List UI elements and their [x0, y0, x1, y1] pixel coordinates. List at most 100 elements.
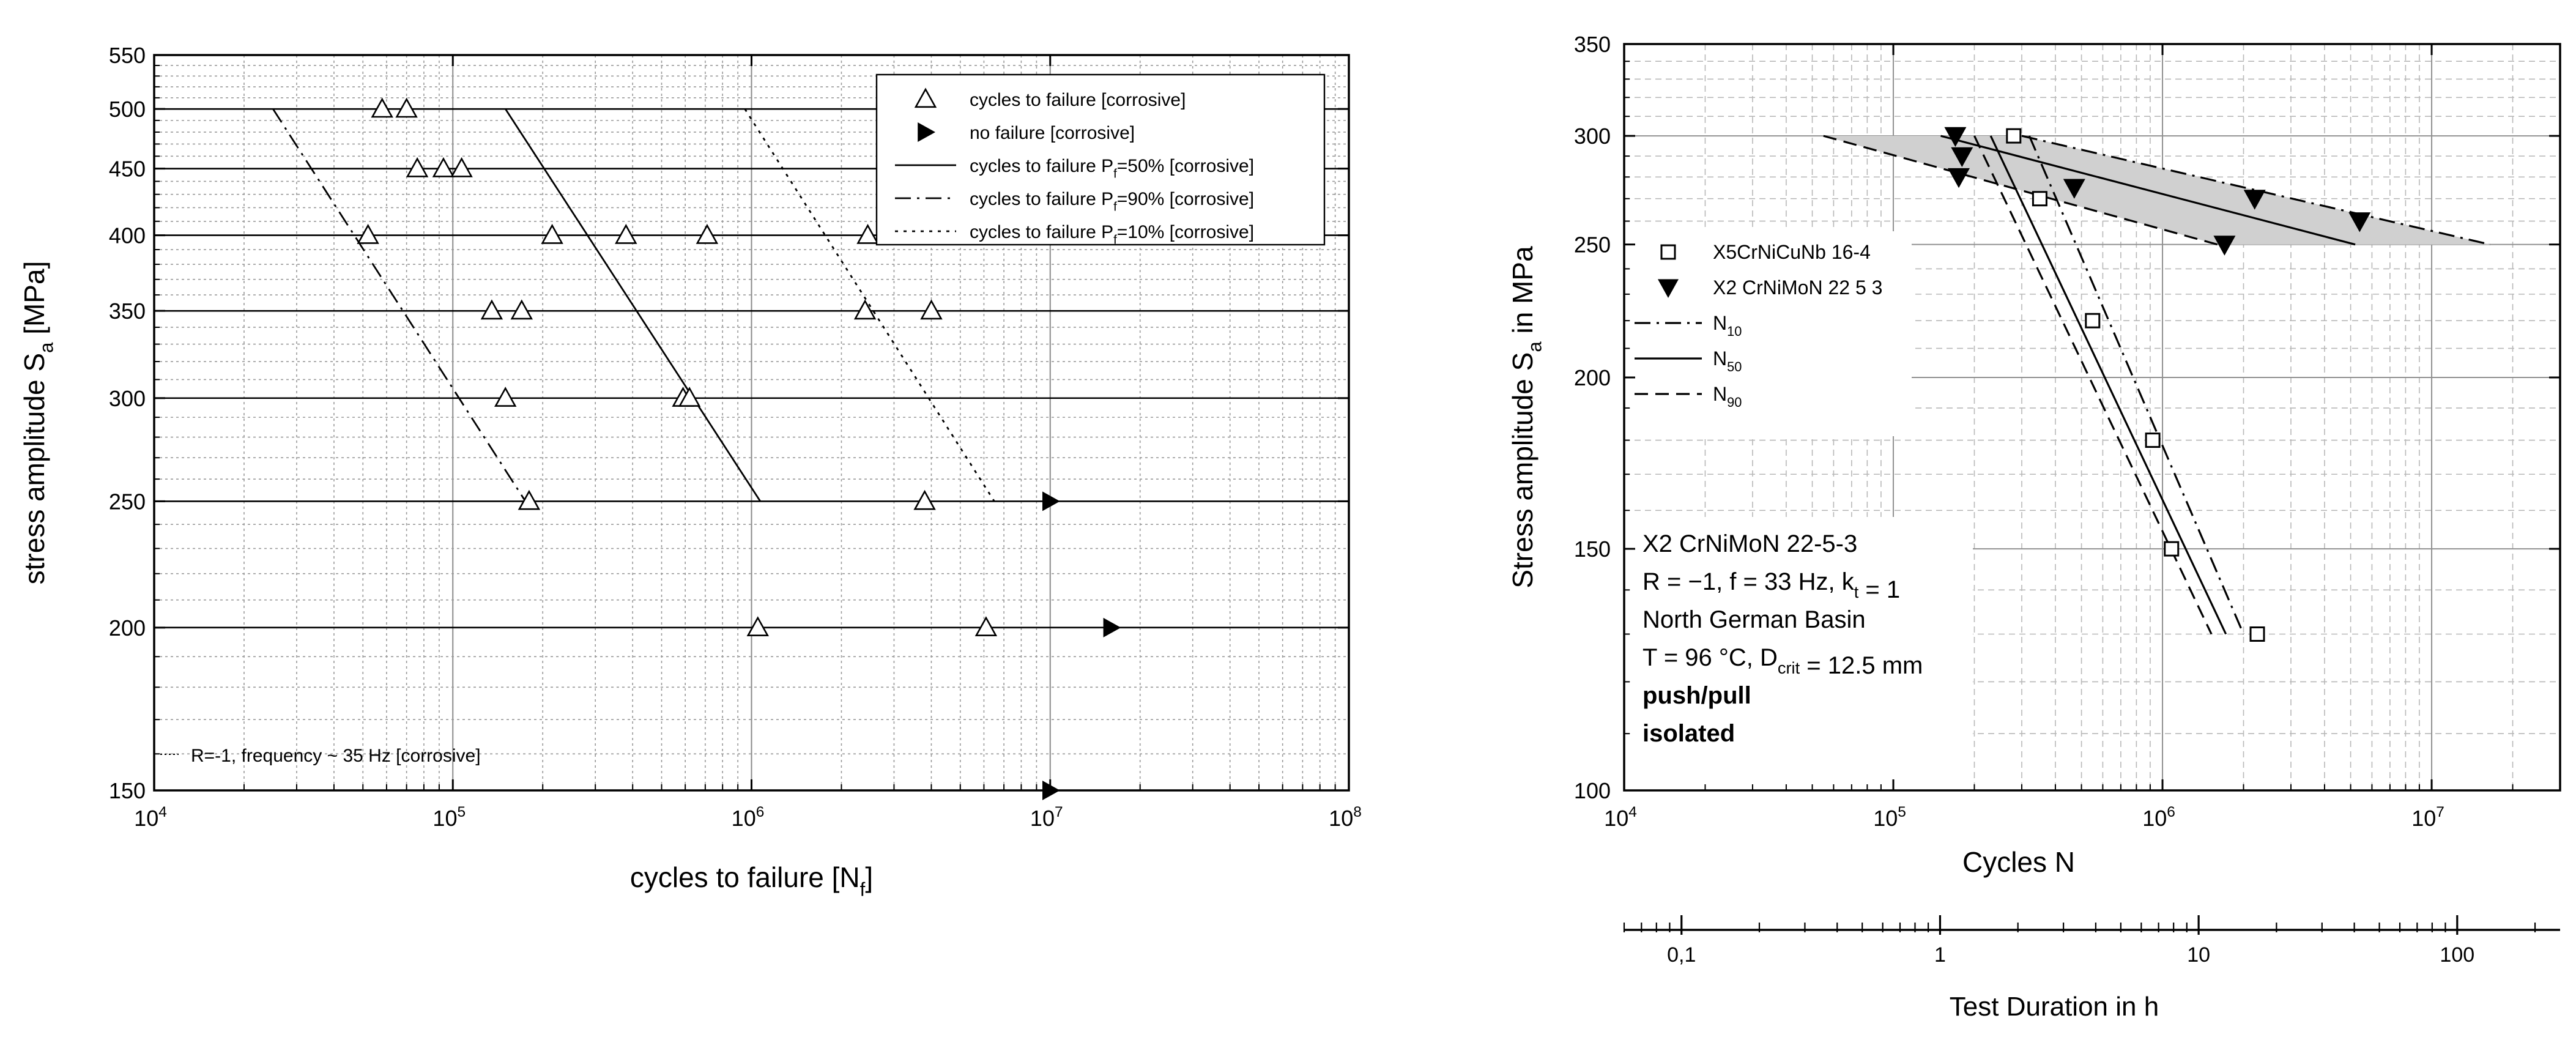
x2-marker [1951, 147, 1973, 168]
legend: cycles to failure [corrosive] no failure … [875, 73, 1326, 247]
x-axis-title: Cycles N [1962, 846, 2075, 878]
failure-marker [494, 387, 517, 407]
y-tick-label: 450 [109, 157, 146, 182]
y-tick-label: 100 [1574, 778, 1611, 803]
y-tick-label: 250 [109, 489, 146, 514]
y-tick-label: 300 [109, 386, 146, 411]
y-tick-label: 200 [1574, 365, 1611, 390]
y-axis-title: stress amplitude Sa [MPa] [18, 261, 58, 585]
fit-line-dashed [1823, 135, 2218, 246]
legend-swatch [1658, 279, 1679, 298]
failure-marker [615, 223, 637, 244]
legend-swatch [918, 122, 935, 142]
x-axis-title: cycles to failure [Nf] [630, 861, 873, 901]
legend-swatch [1660, 244, 1676, 260]
y-axis-title: Stress amplitude Sa in MPa [1507, 246, 1546, 589]
failure-marker [974, 616, 998, 636]
failure-marker [920, 299, 943, 320]
y-tick-label: 500 [109, 97, 146, 122]
legend-label: cycles to failure [corrosive] [970, 90, 1186, 110]
legend-label: N10 [1713, 312, 1742, 339]
legend-box [1630, 231, 1912, 436]
failure-marker [357, 223, 379, 244]
legend-box [875, 73, 1326, 246]
x-tick-label: 108 [1329, 804, 1362, 831]
x-tick-label: 106 [732, 804, 765, 831]
legend-label: cycles to failure Pf=90% [corrosive] [970, 189, 1254, 214]
failure-marker [395, 97, 418, 118]
x-tick-label: 105 [1873, 804, 1906, 831]
failure-marker [856, 223, 879, 244]
y-tick-label: 150 [1574, 537, 1611, 562]
legend: X5CrNiCuNb 16-4 X2 CrNiMoN 22 5 3 N10 N50 N9… [1630, 231, 1912, 436]
runout-marker [1042, 491, 1060, 511]
legend-label: N50 [1713, 347, 1742, 374]
y-tick-label: 550 [109, 43, 146, 68]
y-tick-label: 400 [109, 223, 146, 248]
failure-marker [678, 387, 701, 407]
x2-marker [2213, 236, 2236, 256]
legend-label: cycles to failure Pf=50% [corrosive] [970, 156, 1254, 181]
x2-marker [1948, 168, 1970, 188]
annotation-line: T = 96 °C, Dcrit = 12.5 mm [1642, 644, 1923, 679]
scatter-band [1823, 136, 2490, 245]
x2-marker [2348, 212, 2371, 232]
failure-marker [406, 157, 429, 177]
legend-swatch [914, 87, 937, 108]
x5-marker [2249, 626, 2265, 642]
failure-marker [480, 299, 503, 320]
failure-marker [853, 299, 877, 320]
fit-line-dashdot [2021, 135, 2491, 246]
legend-label: X2 CrNiMoN 22 5 3 [1713, 277, 1882, 299]
secondary-tick-label: 10 [2187, 943, 2210, 967]
annotation-block: X2 CrNiMoN 22-5-3 R = −1, f = 33 Hz, kt =… [1630, 517, 1973, 786]
fit-line-dotted [744, 108, 995, 502]
failure-marker [371, 97, 393, 118]
failure-marker [696, 223, 719, 244]
annotation-text: R=-1, frequency ~ 35 Hz [corrosive] [191, 746, 481, 766]
x2-marker [1944, 127, 1967, 147]
annotation-line: X2 CrNiMoN 22-5-3 [1642, 530, 1857, 557]
x5-marker [2164, 541, 2180, 557]
failure-marker [518, 489, 541, 510]
failure-marker [450, 157, 473, 177]
x2-marker [2243, 190, 2266, 210]
secondary-axis-title: Test Duration in h [1950, 992, 2159, 1022]
x-tick-label: 107 [1030, 804, 1063, 831]
fit-line-solid [1989, 135, 2227, 635]
x5-marker [2032, 191, 2047, 207]
left-sn-chart: 104 105 106 107 108 150 200 250 300 350 400 450 500 5… [18, 43, 1362, 901]
y-tick-label: 150 [109, 778, 146, 803]
secondary-tick-label: 1 [1934, 943, 1946, 967]
annotation-backdrop [1630, 517, 1973, 786]
failure-marker [541, 223, 563, 244]
annotation-line: push/pull [1642, 682, 1751, 709]
x2-marker [2063, 179, 2085, 199]
fit-line-dashdot [2028, 135, 2244, 635]
marker-group [357, 97, 1121, 800]
x-tick-label: 104 [1604, 804, 1637, 831]
x5-marker [2006, 128, 2022, 144]
secondary-tick-label: 100 [2440, 943, 2474, 967]
annotation-line: isolated [1642, 720, 1735, 747]
legend-label: X5CrNiCuNb 16-4 [1713, 241, 1871, 263]
y-tick-label: 350 [109, 299, 146, 324]
fit-line-solid [505, 108, 762, 502]
failure-marker [510, 299, 533, 320]
failure-marker [432, 157, 455, 177]
plot-frame [1623, 43, 2561, 792]
legend-label: cycles to failure Pf=10% [corrosive] [970, 222, 1254, 247]
failure-marker [913, 489, 936, 510]
legend-label: N90 [1713, 383, 1742, 410]
x-tick-label: 106 [2142, 804, 2175, 831]
y-tick-label: 200 [109, 615, 146, 641]
x-tick-label: 107 [2411, 804, 2444, 831]
failure-marker [746, 616, 770, 636]
runout-marker [1103, 617, 1121, 637]
fit-line-solid [1940, 135, 2356, 246]
annotation-line: North German Basin [1642, 606, 1866, 633]
legend-label: no failure [corrosive] [970, 123, 1135, 143]
x5-marker [2145, 433, 2161, 448]
y-tick-label: 300 [1574, 124, 1611, 149]
